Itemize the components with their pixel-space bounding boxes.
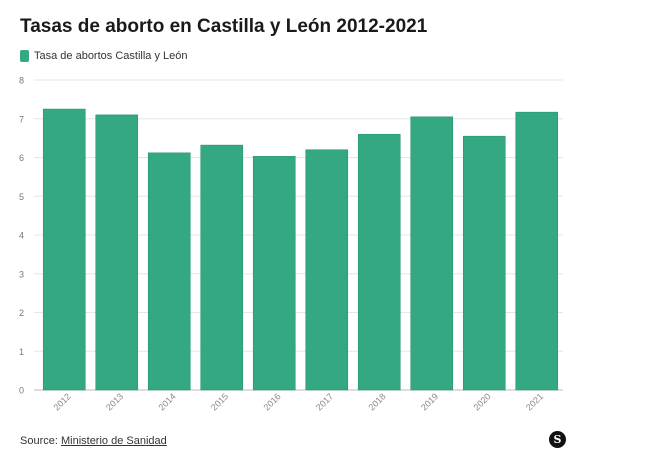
source-link[interactable]: Ministerio de Sanidad [60, 435, 167, 447]
y-tick-label: 4 [19, 231, 24, 241]
x-tick-label: 2012 [52, 391, 73, 412]
y-tick-label: 8 [19, 76, 24, 86]
y-tick-label: 1 [19, 347, 24, 357]
x-tick-label: 2014 [157, 391, 178, 412]
x-tick-label: 2021 [524, 391, 545, 412]
x-tick-label: 2020 [472, 391, 493, 412]
bar [462, 135, 506, 391]
bar [357, 133, 401, 391]
bar [252, 156, 296, 391]
x-tick-label: 2016 [262, 391, 283, 412]
bar [305, 149, 349, 391]
publisher-logo: S [549, 431, 566, 448]
y-tick-label: 7 [19, 114, 24, 124]
y-tick-label: 3 [19, 269, 24, 279]
bar [42, 108, 86, 391]
x-tick-label: 2017 [314, 391, 335, 412]
legend-label: Tasa de abortos Castilla y León [34, 50, 188, 62]
chart-title: Tasas de aborto en Castilla y León 2012-… [20, 16, 428, 37]
bar [95, 114, 139, 391]
bar [200, 144, 244, 391]
x-tick-label: 2019 [419, 391, 440, 412]
source-prefix: Source: [20, 435, 61, 447]
x-tick-label: 2013 [104, 391, 125, 412]
logo-letter: S [553, 433, 562, 446]
source-line: Source: Ministerio de Sanidad [20, 435, 167, 447]
x-tick-label: 2018 [367, 391, 388, 412]
y-tick-label: 2 [19, 308, 24, 318]
y-tick-label: 0 [19, 386, 24, 396]
y-tick-label: 6 [19, 153, 24, 163]
legend: Tasa de abortos Castilla y León [20, 50, 187, 62]
legend-swatch [20, 50, 29, 62]
bar [515, 111, 559, 391]
y-tick-label: 5 [19, 192, 24, 202]
x-tick-label: 2015 [209, 391, 230, 412]
bar [410, 116, 454, 391]
bar [147, 152, 191, 391]
